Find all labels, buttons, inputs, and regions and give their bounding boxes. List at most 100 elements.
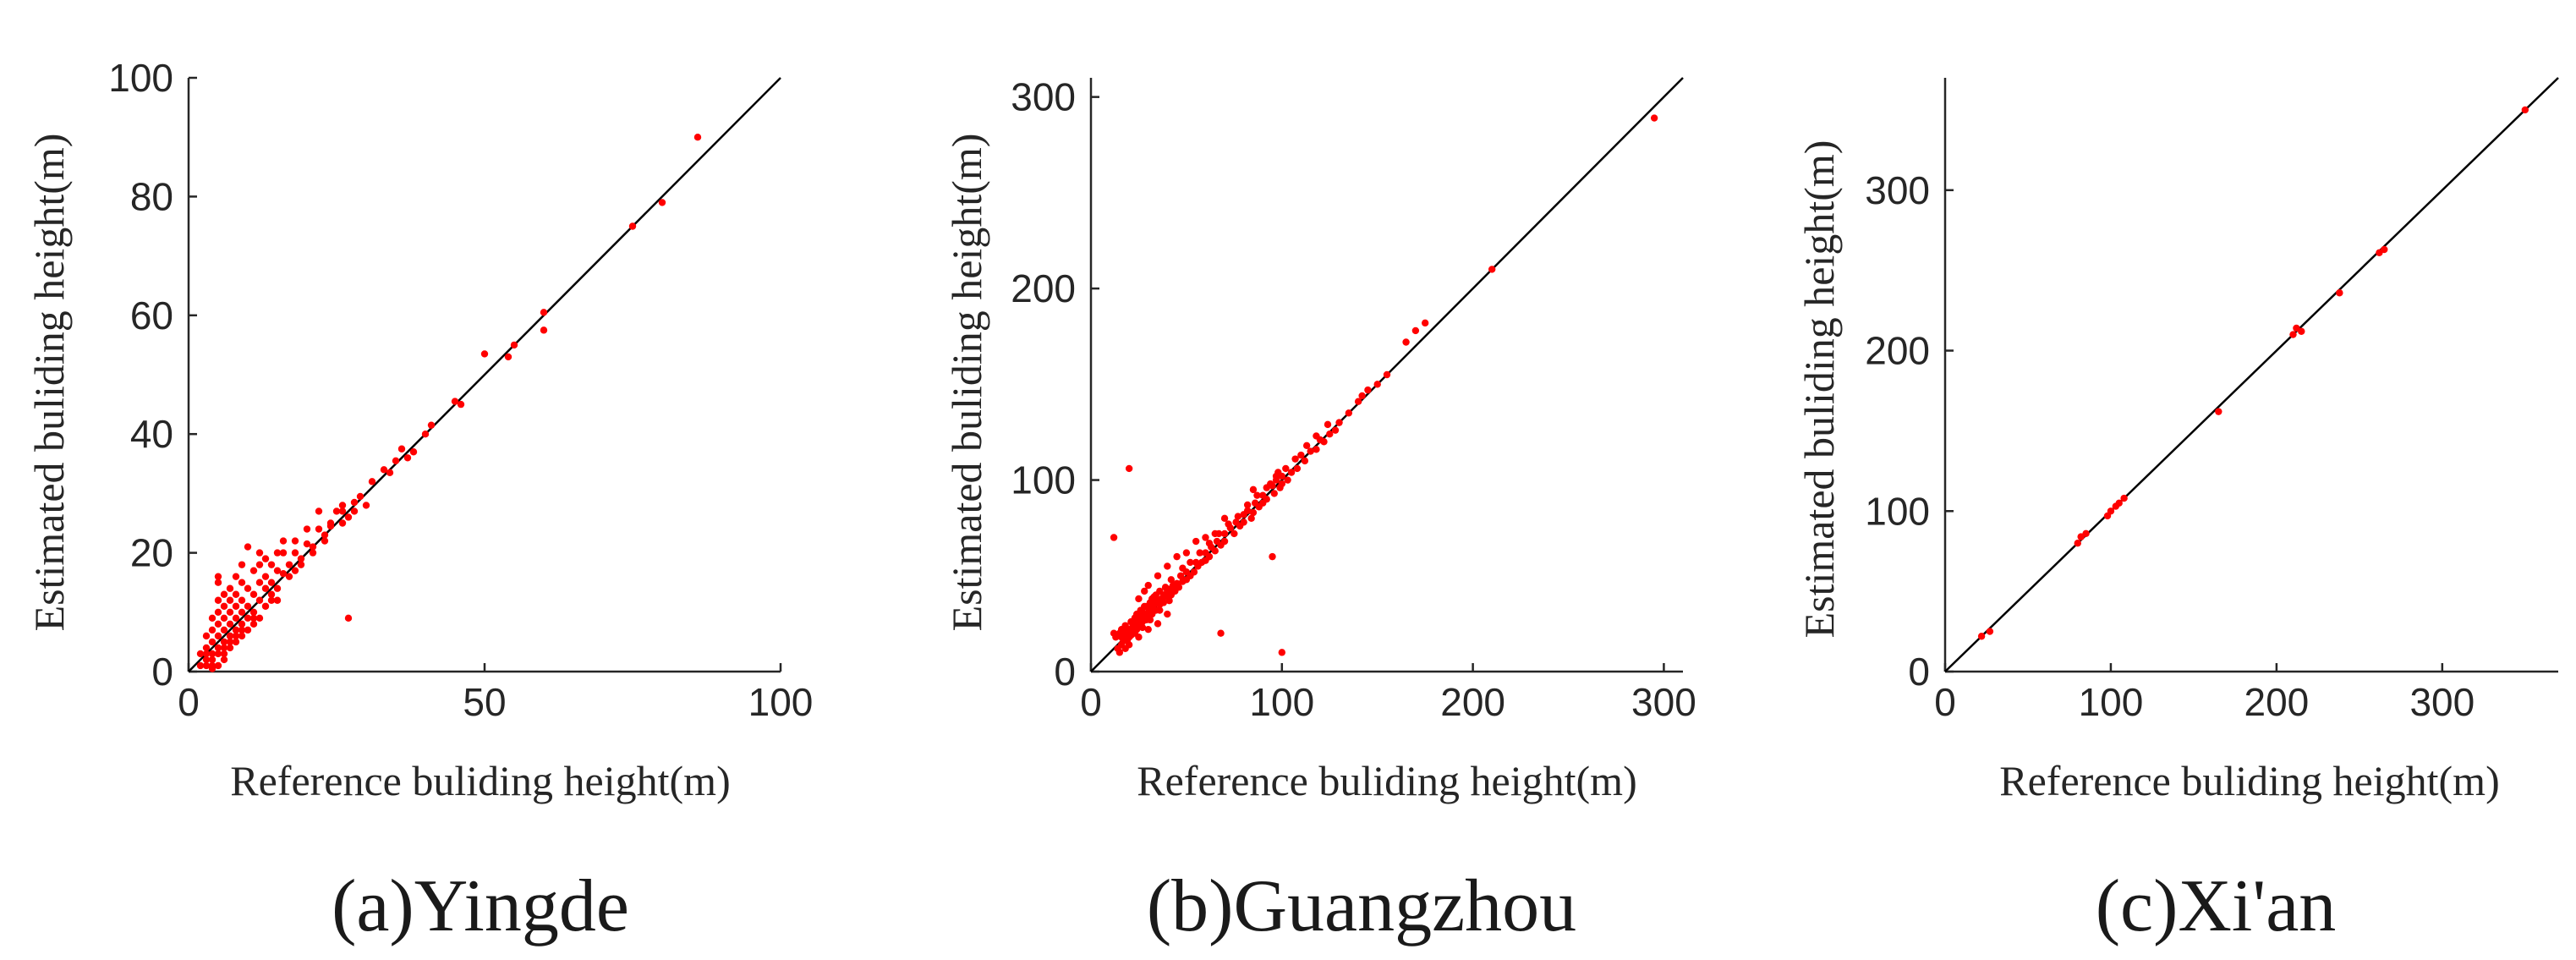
- data-point: [244, 626, 252, 634]
- y-tick-label: 200: [1865, 329, 1930, 373]
- data-point: [1230, 529, 1238, 538]
- data-point: [297, 561, 305, 568]
- data-point: [350, 498, 359, 507]
- data-point: [238, 579, 246, 586]
- data-point: [238, 632, 246, 640]
- y-axis-label: Estimated buliding height(m): [25, 134, 73, 632]
- y-tick-label: 0: [1054, 650, 1076, 694]
- y-tick-label: 40: [130, 412, 173, 456]
- data-point: [291, 537, 299, 545]
- data-point: [1192, 537, 1200, 546]
- data-point: [226, 638, 234, 646]
- data-point: [1331, 426, 1340, 434]
- data-point: [1156, 606, 1164, 614]
- y-tick-label: 60: [130, 293, 173, 337]
- panel-yingde: Estimated buliding height(m) Reference b…: [25, 56, 813, 947]
- data-point: [208, 626, 216, 634]
- data-point: [1213, 537, 1221, 546]
- data-point: [1123, 637, 1132, 645]
- data-point: [202, 661, 211, 670]
- data-point: [214, 661, 222, 670]
- data-point: [285, 561, 293, 568]
- data-point: [1225, 520, 1232, 528]
- data-point: [220, 656, 228, 664]
- data-point: [1313, 432, 1320, 440]
- data-point: [214, 608, 222, 616]
- data-point: [291, 549, 299, 557]
- data-point: [261, 584, 270, 592]
- y-tick-label: 100: [108, 56, 173, 100]
- data-point: [1110, 534, 1118, 541]
- data-point: [232, 626, 240, 634]
- data-point: [208, 638, 216, 646]
- data-point: [303, 540, 311, 548]
- data-point: [1165, 597, 1173, 605]
- data-point: [1269, 552, 1276, 561]
- data-point: [1313, 446, 1320, 453]
- data-point: [291, 567, 299, 574]
- data-point: [196, 661, 205, 670]
- x-tick-label: 100: [748, 680, 814, 724]
- data-point: [279, 549, 288, 557]
- data-point: [321, 531, 329, 539]
- y-tick-label: 300: [1865, 168, 1930, 212]
- data-point: [1263, 484, 1270, 491]
- y-axis-label: Estimated buliding height(m): [943, 134, 990, 632]
- data-point: [368, 478, 376, 485]
- data-point: [1144, 581, 1152, 590]
- data-point: [261, 602, 270, 610]
- data-point: [1297, 451, 1305, 459]
- data-point: [1259, 491, 1267, 499]
- data-point: [226, 644, 234, 652]
- data-point: [220, 626, 228, 634]
- data-point: [1146, 616, 1154, 624]
- data-point: [1358, 392, 1366, 400]
- data-point: [380, 466, 388, 474]
- data-point: [409, 448, 418, 456]
- data-point: [1154, 620, 1162, 628]
- data-point: [202, 656, 211, 664]
- data-point: [1146, 599, 1154, 606]
- data-point: [244, 602, 252, 610]
- data-point: [344, 614, 353, 623]
- data-point: [315, 507, 323, 515]
- data-point: [232, 590, 240, 598]
- data-point: [1247, 514, 1255, 523]
- data-point: [658, 199, 666, 206]
- data-point: [255, 596, 264, 604]
- data-point: [238, 626, 246, 634]
- data-point: [1302, 442, 1311, 449]
- x-tick-label: 300: [2409, 680, 2475, 724]
- data-point: [220, 650, 228, 658]
- data-point: [226, 620, 234, 628]
- data-point: [232, 632, 240, 640]
- reference-line: [1944, 77, 2559, 672]
- data-point: [1977, 633, 1986, 640]
- data-point: [326, 519, 335, 527]
- data-point: [273, 567, 282, 574]
- data-point: [1167, 576, 1176, 584]
- data-point: [214, 596, 222, 604]
- data-point: [255, 614, 264, 623]
- data-point: [386, 469, 394, 477]
- data-point: [1150, 593, 1158, 601]
- data-point: [202, 632, 211, 640]
- data-point: [1138, 608, 1147, 616]
- data-point: [1421, 319, 1429, 327]
- data-point: [249, 620, 258, 628]
- data-point: [2289, 331, 2297, 338]
- data-point: [220, 638, 228, 646]
- data-point: [1249, 485, 1258, 494]
- data-point: [356, 492, 364, 501]
- data-point: [1335, 419, 1343, 426]
- x-tick-label: 200: [2244, 680, 2310, 724]
- data-point: [1270, 490, 1278, 497]
- data-point: [255, 561, 264, 568]
- x-tick-label: 0: [1934, 680, 1956, 724]
- panel-caption: (c)Xi'an: [2096, 865, 2337, 947]
- data-point: [1179, 564, 1187, 572]
- data-point: [1234, 513, 1242, 520]
- data-point: [1205, 540, 1214, 547]
- data-point: [1249, 508, 1258, 517]
- data-point: [421, 431, 430, 438]
